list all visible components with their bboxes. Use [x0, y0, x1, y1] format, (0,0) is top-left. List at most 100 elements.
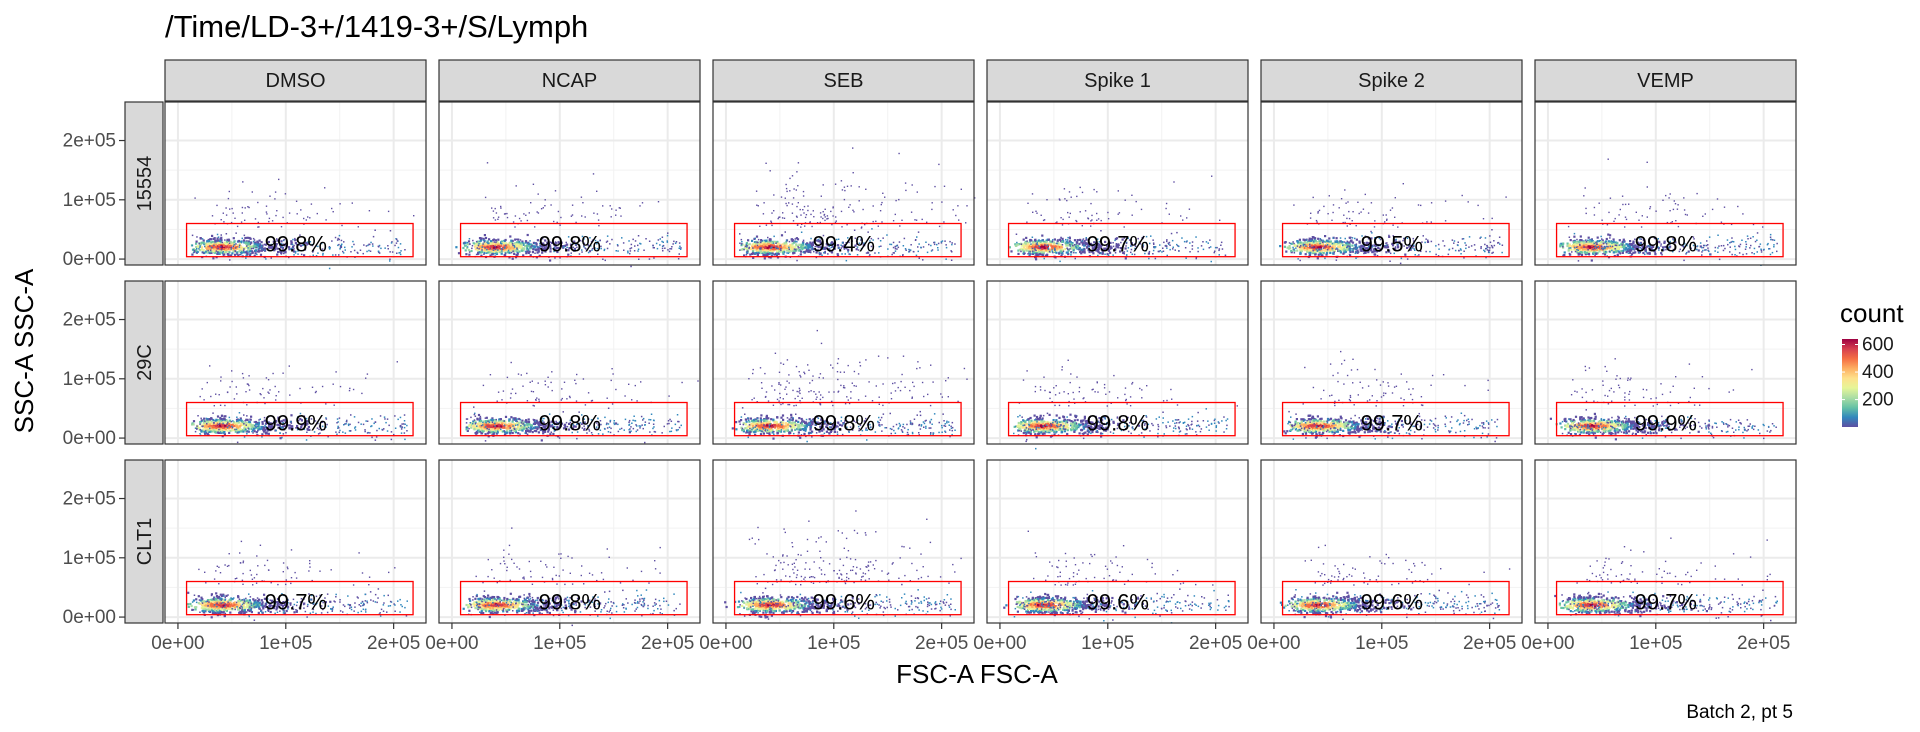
- density-point: [934, 185, 936, 188]
- density-point: [268, 245, 271, 248]
- density-points: [455, 162, 682, 268]
- column-strip: [986, 59, 1249, 102]
- density-point: [1284, 241, 1287, 244]
- facet-panel: 99.7%: [986, 101, 1249, 266]
- density-point: [1299, 259, 1301, 262]
- density-point: [466, 246, 469, 248]
- density-point: [559, 224, 561, 226]
- density-point: [1323, 205, 1325, 208]
- density-point: [897, 246, 900, 249]
- row-strip: [124, 101, 164, 266]
- density-point: [495, 248, 498, 251]
- density-point: [1329, 245, 1331, 247]
- density-point: [1367, 212, 1370, 214]
- density-point: [204, 252, 206, 254]
- density-point: [495, 251, 498, 254]
- density-point: [504, 246, 506, 248]
- density-point: [246, 236, 249, 239]
- density-point: [573, 247, 576, 250]
- density-point: [1489, 235, 1491, 237]
- density-point: [195, 242, 198, 245]
- density-point: [1580, 251, 1583, 254]
- density-point: [1202, 248, 1205, 251]
- density-point: [1302, 243, 1305, 246]
- density-point: [292, 246, 294, 248]
- density-point: [1559, 244, 1562, 247]
- density-point: [783, 217, 786, 219]
- density-point: [844, 189, 846, 192]
- density-point: [802, 209, 804, 211]
- density-point: [800, 226, 802, 228]
- density-point: [1576, 246, 1578, 248]
- density-point: [338, 234, 341, 237]
- density-point: [755, 190, 758, 192]
- density-point: [910, 211, 913, 213]
- density-point: [359, 249, 362, 251]
- density-point: [1021, 249, 1024, 252]
- density-point: [1465, 244, 1467, 246]
- density-point: [1568, 236, 1571, 238]
- density-point: [945, 258, 947, 260]
- density-point: [791, 175, 794, 177]
- density-point: [879, 240, 882, 242]
- density-point: [516, 253, 519, 257]
- density-point: [1480, 246, 1482, 248]
- density-point: [1593, 242, 1596, 245]
- density-point: [238, 242, 241, 245]
- density-point: [1348, 253, 1351, 256]
- density-point: [476, 240, 479, 243]
- density-point: [1603, 242, 1605, 244]
- density-point: [739, 249, 741, 251]
- density-point: [1044, 244, 1046, 246]
- density-point: [344, 249, 346, 251]
- density-point: [196, 250, 199, 253]
- density-point: [1585, 241, 1588, 243]
- density-point: [295, 250, 297, 253]
- density-point: [241, 251, 244, 254]
- density-point: [554, 242, 557, 245]
- density-point: [849, 204, 851, 206]
- density-point: [257, 244, 259, 246]
- density-point: [340, 239, 343, 242]
- density-point: [1453, 242, 1455, 244]
- density-point: [500, 245, 503, 248]
- density-point: [244, 207, 246, 209]
- density-point: [1312, 246, 1315, 248]
- density-point: [241, 206, 244, 209]
- density-point: [1030, 243, 1032, 245]
- density-point: [230, 221, 233, 224]
- density-point: [479, 239, 482, 242]
- density-point: [796, 171, 798, 173]
- density-point: [941, 201, 943, 203]
- density-point: [1337, 250, 1339, 252]
- density-point: [958, 219, 960, 221]
- density-point: [462, 246, 465, 250]
- density-point: [820, 195, 822, 197]
- density-point: [518, 250, 521, 253]
- density-point: [1218, 248, 1221, 250]
- density-point: [387, 248, 389, 250]
- density-point: [1484, 243, 1486, 246]
- density-point: [229, 208, 231, 210]
- density-point: [1701, 251, 1703, 253]
- density-point: [1323, 249, 1327, 252]
- density-point: [655, 242, 658, 245]
- density-point: [1464, 242, 1466, 244]
- density-point: [1033, 247, 1036, 250]
- density-point: [1612, 238, 1615, 241]
- density-point: [467, 243, 470, 246]
- density-point: [1053, 247, 1056, 250]
- density-point: [1069, 212, 1071, 215]
- density-point: [521, 240, 524, 243]
- density-point: [1741, 239, 1743, 241]
- density-point: [1457, 244, 1459, 247]
- density-point: [771, 246, 773, 249]
- density-point: [739, 233, 741, 235]
- density-point: [302, 244, 304, 246]
- density-point: [200, 241, 203, 244]
- density-point: [1338, 207, 1340, 209]
- density-point: [253, 242, 256, 245]
- density-point: [1326, 239, 1329, 242]
- density-point: [592, 173, 595, 175]
- density-point: [945, 244, 947, 246]
